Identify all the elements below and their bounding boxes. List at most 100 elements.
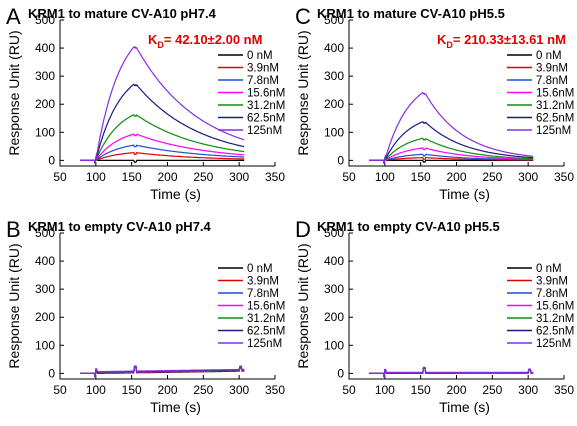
chart-svg: A KRM1 to mature CV-A10 pH7.4 0 100 200 300 40… <box>6 4 285 202</box>
chart-svg: B KRM1 to empty CV-A10 pH7.4 0 100 200 300 400… <box>6 217 285 415</box>
series-line <box>80 46 245 164</box>
x-axis-label: Time (s) <box>439 186 490 202</box>
x-tick-label: 50 <box>53 170 67 184</box>
x-axis-label: Time (s) <box>150 186 201 202</box>
legend-label: 7.8nM <box>536 288 568 300</box>
legend-label: 31.2nM <box>536 313 574 325</box>
x-tick-label: 350 <box>265 170 285 184</box>
legend-label: 0 nM <box>536 263 562 275</box>
x-tick-label: 350 <box>265 383 285 397</box>
series-line <box>369 91 534 164</box>
legend-label: 62.5nM <box>247 326 285 338</box>
y-axis-label: Response Unit (RU) <box>6 243 22 368</box>
x-axis-label: Time (s) <box>150 399 201 415</box>
panel-c: C KRM1 to mature CV-A10 pH5.5 0 100 200 300 40… <box>289 0 577 213</box>
x-tick-label: 250 <box>482 383 502 397</box>
legend-label: 125nM <box>536 338 571 350</box>
legend-label: 7.8nM <box>247 288 279 300</box>
x-tick-label: 350 <box>554 170 574 184</box>
y-tick-label: 100 <box>324 125 344 139</box>
series-line <box>369 153 534 164</box>
panel-letter: C <box>295 4 311 29</box>
x-tick-label: 150 <box>122 383 142 397</box>
legend-label: 31.2nM <box>247 313 285 325</box>
y-tick-label: 500 <box>324 226 344 240</box>
chart-title: KRM1 to empty CV-A10 pH7.4 <box>28 219 212 234</box>
x-tick-label: 350 <box>554 383 574 397</box>
chart-title: KRM1 to mature CV-A10 pH7.4 <box>28 6 217 21</box>
x-tick-label: 100 <box>86 383 106 397</box>
chart-title: KRM1 to empty CV-A10 pH5.5 <box>317 219 500 234</box>
x-axis-label: Time (s) <box>439 399 490 415</box>
y-tick-label: 300 <box>35 69 55 83</box>
kd-annotation: KD= 210.33±13.61 nM <box>437 32 566 50</box>
y-tick-label: 500 <box>35 13 55 27</box>
panel-b: B KRM1 to empty CV-A10 pH7.4 0 100 200 300 400… <box>0 213 288 426</box>
chart-svg: D KRM1 to empty CV-A10 pH5.5 0 100 200 300 400… <box>295 217 574 415</box>
chart-svg: C KRM1 to mature CV-A10 pH5.5 0 100 200 300 40… <box>295 4 574 202</box>
series-line <box>369 120 534 164</box>
y-tick-label: 200 <box>324 310 344 324</box>
y-tick-label: 100 <box>324 338 344 352</box>
y-tick-label: 400 <box>324 254 344 268</box>
legend-label: 62.5nM <box>536 326 574 338</box>
series-line <box>369 366 534 378</box>
y-tick-label: 100 <box>35 338 55 352</box>
legend-label: 31.2nM <box>247 100 285 112</box>
y-tick-label: 500 <box>35 226 55 240</box>
x-tick-label: 100 <box>86 170 106 184</box>
legend-label: 3.9nM <box>247 63 279 75</box>
legend-label: 7.8nM <box>247 75 279 87</box>
series-line <box>369 147 534 164</box>
legend-label: 125nM <box>536 125 571 137</box>
x-tick-label: 100 <box>375 170 395 184</box>
kd-annotation: KD= 42.10±2.00 nM <box>148 32 262 50</box>
x-tick-label: 150 <box>122 170 142 184</box>
series-line <box>80 144 245 164</box>
legend-label: 3.9nM <box>247 276 279 288</box>
legend-label: 125nM <box>247 338 282 350</box>
series-line <box>369 137 534 164</box>
y-axis-label: Response Unit (RU) <box>295 30 311 155</box>
panel-letter: B <box>6 217 21 242</box>
legend-label: 62.5nM <box>536 113 574 125</box>
legend-label: 0 nM <box>247 263 273 275</box>
panel-letter: A <box>6 4 21 29</box>
x-tick-label: 300 <box>229 170 249 184</box>
x-tick-label: 200 <box>446 383 466 397</box>
panel-letter: D <box>295 217 311 242</box>
series-line <box>80 113 245 164</box>
legend-label: 0 nM <box>247 50 273 62</box>
legend-label: 125nM <box>247 125 282 137</box>
y-tick-label: 400 <box>324 41 344 55</box>
x-tick-label: 250 <box>193 383 213 397</box>
y-tick-label: 200 <box>35 310 55 324</box>
x-tick-label: 50 <box>53 383 67 397</box>
x-tick-label: 200 <box>157 383 177 397</box>
panel-d: D KRM1 to empty CV-A10 pH5.5 0 100 200 300 400… <box>289 213 577 426</box>
y-tick-label: 300 <box>324 69 344 83</box>
legend-label: 15.6nM <box>247 301 285 313</box>
x-tick-label: 250 <box>193 170 213 184</box>
x-tick-label: 250 <box>482 170 502 184</box>
y-tick-label: 0 <box>337 366 344 380</box>
series-line <box>80 151 245 164</box>
series-line <box>80 157 245 164</box>
series-line <box>80 133 245 164</box>
y-axis-label: Response Unit (RU) <box>295 243 311 368</box>
x-tick-label: 50 <box>342 170 356 184</box>
y-tick-label: 400 <box>35 254 55 268</box>
y-tick-label: 100 <box>35 125 55 139</box>
legend-label: 62.5nM <box>247 113 285 125</box>
y-tick-label: 0 <box>48 153 55 167</box>
y-tick-label: 500 <box>324 13 344 27</box>
series-line <box>80 365 245 378</box>
y-tick-label: 0 <box>337 153 344 167</box>
y-tick-label: 200 <box>35 97 55 111</box>
y-tick-label: 200 <box>324 97 344 111</box>
legend-label: 3.9nM <box>536 276 568 288</box>
x-tick-label: 200 <box>446 170 466 184</box>
legend-label: 7.8nM <box>536 75 568 87</box>
x-tick-label: 300 <box>518 170 538 184</box>
